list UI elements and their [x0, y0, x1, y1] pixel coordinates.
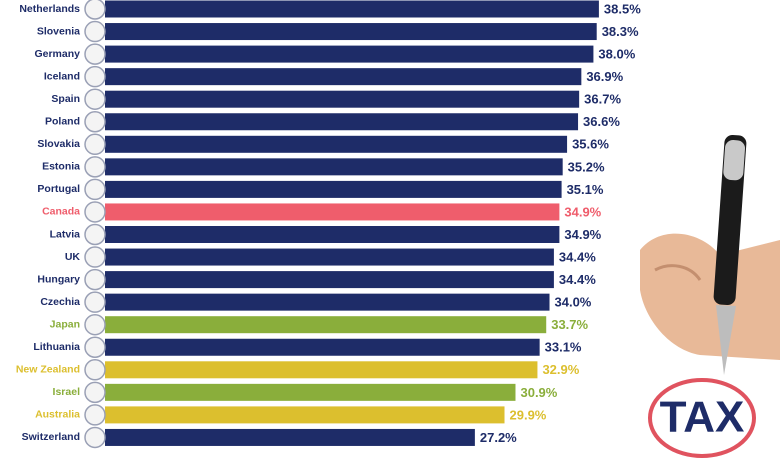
- hand-line: [654, 264, 702, 281]
- flag-icon: [84, 156, 106, 178]
- bar: [105, 68, 582, 86]
- category-label: New Zealand: [16, 364, 80, 376]
- stamp-text: TAX: [660, 393, 745, 442]
- value-label: 34.0%: [555, 295, 592, 310]
- value-label: 38.3%: [602, 24, 639, 39]
- category-label: Spain: [51, 93, 80, 105]
- bar: [105, 428, 475, 446]
- value-label: 33.1%: [545, 340, 582, 355]
- value-label: 35.1%: [567, 182, 604, 197]
- pen-cap: [723, 140, 746, 181]
- flag-icon: [84, 268, 106, 291]
- value-label: 36.6%: [583, 114, 620, 129]
- bar: [105, 0, 599, 18]
- bar: [105, 383, 516, 401]
- bar: [105, 226, 560, 243]
- value-label: 34.9%: [564, 227, 601, 242]
- bar: [105, 113, 579, 131]
- category-label: Slovenia: [37, 25, 80, 37]
- value-label: 36.7%: [584, 92, 621, 107]
- category-label: UK: [65, 251, 81, 263]
- flag-icon: [84, 381, 106, 404]
- bar: [105, 248, 554, 266]
- flag-icon: [84, 426, 106, 449]
- pen-tip: [716, 305, 736, 375]
- pen-illustration: TAX: [640, 134, 780, 458]
- flag-icon: [84, 0, 106, 20]
- flag-icon: [84, 65, 106, 88]
- flag-icon: [84, 246, 106, 268]
- bar: [105, 293, 550, 311]
- bar: [105, 271, 554, 289]
- category-label: Lithuania: [33, 341, 80, 353]
- category-label: Switzerland: [22, 431, 80, 443]
- category-label: Israel: [53, 386, 81, 398]
- category-label: Japan: [50, 318, 80, 330]
- flag-icon: [84, 178, 106, 201]
- flag-icon: [84, 20, 106, 43]
- bar: [105, 203, 560, 221]
- category-label: Australia: [35, 409, 80, 421]
- bar: [105, 45, 594, 63]
- flag-icon: [84, 111, 106, 133]
- flag-icon: [84, 359, 106, 381]
- bar: [105, 23, 597, 41]
- value-label: 38.5%: [604, 1, 641, 16]
- bar: [105, 338, 540, 356]
- category-label: Latvia: [50, 228, 81, 240]
- value-label: 38.0%: [598, 47, 635, 62]
- flag-icon: [84, 223, 106, 246]
- hand: [640, 233, 780, 360]
- value-label: 34.4%: [559, 249, 596, 264]
- category-label: Hungary: [37, 273, 80, 285]
- value-label: 35.2%: [568, 159, 605, 174]
- category-label: Estonia: [42, 161, 80, 173]
- bar: [105, 158, 563, 176]
- flag-icon: [84, 201, 106, 223]
- category-label: Germany: [34, 48, 80, 60]
- category-label: Canada: [42, 206, 80, 218]
- category-label: Portugal: [37, 183, 80, 195]
- bar: [105, 180, 562, 198]
- category-label: Slovakia: [37, 138, 80, 150]
- flag-icon: [84, 336, 106, 358]
- category-label: Netherlands: [19, 3, 80, 15]
- bar: [105, 316, 547, 334]
- category-label: Iceland: [44, 70, 80, 82]
- flag-icon: [84, 88, 106, 110]
- flag-icon: [84, 404, 106, 426]
- bar: [105, 90, 580, 108]
- value-label: 35.6%: [572, 137, 609, 152]
- flag-icon: [84, 313, 106, 336]
- value-label: 34.9%: [564, 204, 601, 219]
- flag-icon: [84, 291, 106, 313]
- value-label: 32.9%: [542, 362, 579, 377]
- value-label: 36.9%: [586, 69, 623, 84]
- flag-icon: [84, 133, 106, 156]
- bar: [105, 135, 568, 153]
- value-label: 30.9%: [520, 385, 557, 400]
- flag-icon: [84, 43, 106, 65]
- stamp-ring: [648, 378, 756, 458]
- category-label: Poland: [45, 116, 80, 128]
- category-label: Czechia: [40, 296, 80, 308]
- value-label: 27.2%: [480, 430, 517, 445]
- bar: [105, 406, 505, 424]
- value-label: 33.7%: [551, 317, 588, 332]
- bar: [105, 361, 538, 379]
- value-label: 34.4%: [559, 272, 596, 287]
- value-label: 29.9%: [510, 407, 547, 422]
